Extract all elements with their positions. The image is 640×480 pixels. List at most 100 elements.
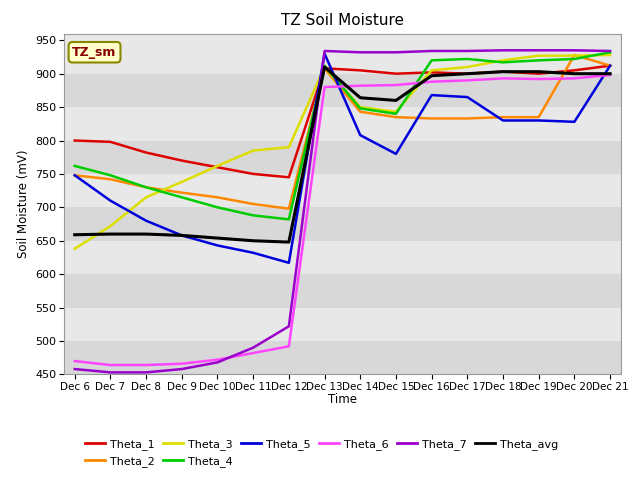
Theta_2: [178, 190, 186, 195]
Theta_5: [428, 92, 435, 98]
Theta_5: [214, 242, 221, 248]
X-axis label: Time: Time: [328, 394, 357, 407]
Theta_4: [321, 63, 328, 69]
Theta_6: [250, 350, 257, 356]
Theta_3: [321, 64, 328, 70]
Theta_avg: [392, 97, 400, 103]
Line: Theta_4: Theta_4: [75, 52, 610, 219]
Theta_2: [499, 114, 507, 120]
Theta_avg: [321, 64, 328, 70]
Theta_5: [321, 51, 328, 57]
Theta_7: [142, 370, 150, 375]
Theta_7: [463, 48, 471, 54]
Theta_6: [499, 75, 507, 81]
Theta_4: [392, 111, 400, 117]
Theta_2: [392, 114, 400, 120]
Theta_7: [71, 366, 79, 372]
Line: Theta_7: Theta_7: [75, 50, 610, 372]
Line: Theta_6: Theta_6: [75, 75, 610, 365]
Theta_6: [106, 362, 114, 368]
Theta_3: [214, 163, 221, 169]
Theta_2: [535, 114, 543, 120]
Theta_avg: [178, 232, 186, 238]
Theta_avg: [356, 95, 364, 101]
Theta_5: [106, 198, 114, 204]
Theta_5: [285, 260, 292, 266]
Theta_3: [392, 109, 400, 115]
Theta_avg: [463, 71, 471, 77]
Theta_6: [356, 83, 364, 89]
Theta_3: [499, 58, 507, 63]
Theta_4: [142, 184, 150, 190]
Theta_6: [214, 357, 221, 362]
Theta_3: [428, 68, 435, 73]
Theta_4: [535, 58, 543, 63]
Theta_4: [106, 172, 114, 178]
Theta_1: [250, 171, 257, 177]
Theta_5: [535, 118, 543, 123]
Theta_3: [285, 144, 292, 150]
Theta_3: [178, 179, 186, 185]
Theta_7: [106, 370, 114, 375]
Theta_1: [356, 68, 364, 73]
Theta_6: [142, 362, 150, 368]
Theta_6: [463, 77, 471, 83]
Title: TZ Soil Moisture: TZ Soil Moisture: [281, 13, 404, 28]
Line: Theta_5: Theta_5: [75, 54, 610, 263]
Theta_6: [606, 72, 614, 78]
Theta_3: [106, 223, 114, 229]
Theta_4: [71, 163, 79, 169]
Theta_1: [106, 139, 114, 145]
Theta_3: [142, 194, 150, 200]
Theta_5: [250, 250, 257, 256]
Theta_7: [356, 49, 364, 55]
Theta_1: [142, 150, 150, 156]
Theta_2: [285, 206, 292, 212]
Theta_avg: [285, 239, 292, 245]
Theta_2: [570, 52, 578, 58]
Theta_6: [285, 344, 292, 349]
Theta_3: [71, 246, 79, 252]
Theta_7: [285, 324, 292, 329]
Theta_7: [178, 366, 186, 372]
Theta_6: [428, 79, 435, 84]
Theta_1: [285, 174, 292, 180]
Theta_4: [499, 60, 507, 65]
Theta_5: [463, 94, 471, 100]
Theta_2: [214, 194, 221, 200]
Theta_4: [428, 58, 435, 63]
Theta_4: [250, 213, 257, 218]
Theta_5: [499, 118, 507, 123]
Theta_7: [606, 48, 614, 54]
Bar: [64, 141, 621, 174]
Bar: [64, 308, 621, 341]
Theta_7: [428, 48, 435, 54]
Theta_5: [606, 63, 614, 69]
Theta_avg: [214, 235, 221, 241]
Theta_6: [535, 76, 543, 82]
Theta_3: [250, 148, 257, 154]
Theta_avg: [106, 231, 114, 237]
Theta_avg: [535, 69, 543, 74]
Theta_5: [142, 218, 150, 224]
Theta_2: [463, 116, 471, 121]
Legend: Theta_1, Theta_2, Theta_3, Theta_4, Theta_5, Theta_6, Theta_7, Theta_avg: Theta_1, Theta_2, Theta_3, Theta_4, Thet…: [81, 435, 563, 471]
Theta_3: [606, 52, 614, 58]
Theta_6: [321, 84, 328, 90]
Theta_4: [214, 204, 221, 210]
Bar: [64, 207, 621, 241]
Theta_avg: [250, 238, 257, 244]
Theta_2: [428, 116, 435, 121]
Theta_7: [535, 48, 543, 53]
Theta_5: [392, 151, 400, 157]
Bar: [64, 274, 621, 308]
Theta_4: [178, 194, 186, 200]
Theta_3: [356, 104, 364, 110]
Theta_6: [178, 361, 186, 367]
Theta_1: [178, 158, 186, 164]
Theta_3: [463, 64, 471, 70]
Theta_1: [428, 70, 435, 75]
Theta_avg: [570, 71, 578, 77]
Line: Theta_2: Theta_2: [75, 55, 610, 209]
Theta_1: [392, 71, 400, 77]
